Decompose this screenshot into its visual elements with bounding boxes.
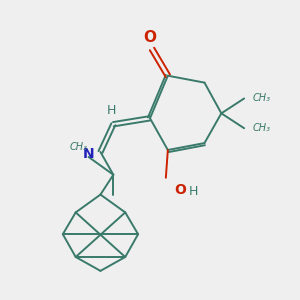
Text: CH₃: CH₃ — [253, 94, 271, 103]
Text: O: O — [174, 183, 186, 196]
Text: CH₃: CH₃ — [70, 142, 88, 152]
Text: H: H — [189, 185, 198, 198]
Text: N: N — [83, 147, 94, 161]
Text: CH₃: CH₃ — [253, 123, 271, 133]
Text: O: O — [143, 30, 157, 45]
Text: H: H — [107, 104, 116, 117]
